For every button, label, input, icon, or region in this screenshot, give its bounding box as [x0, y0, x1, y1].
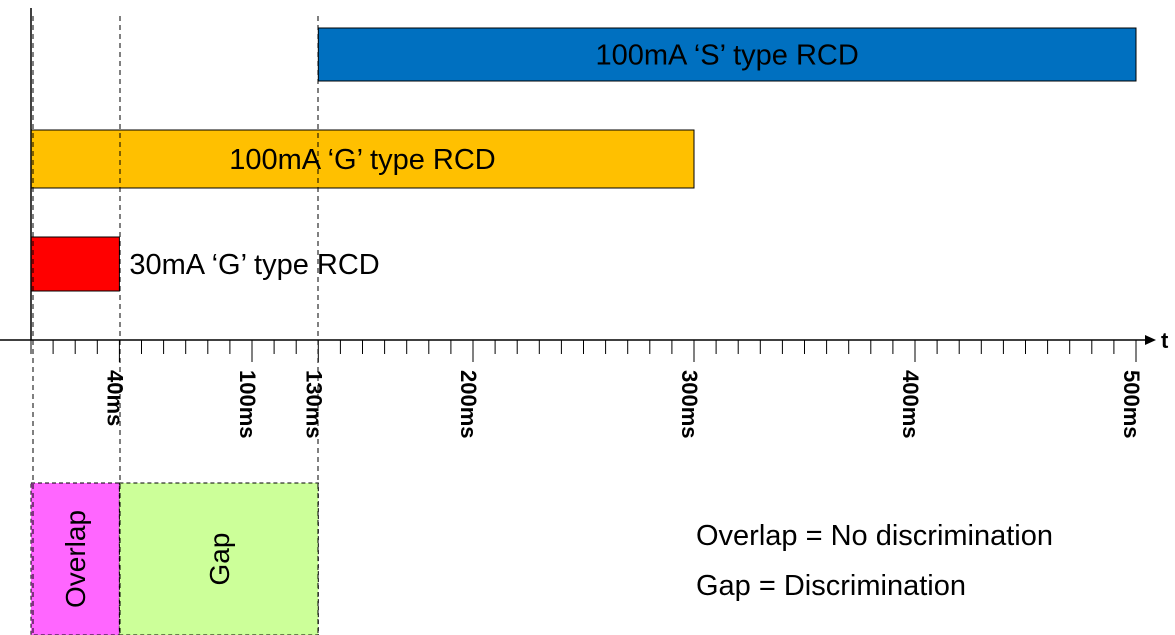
bar-100ma-s-type-rcd — [317, 27, 1137, 82]
bar-label-100ma-s-type-rcd: 100mA ‘S’ type RCD — [596, 40, 859, 72]
axis-arrowhead — [1145, 335, 1156, 345]
bars-layer: 100mA ‘S’ type RCD 100mA ‘G’ type RCD 30mA… — [30, 27, 1137, 292]
legend: Overlap = No discrimination Gap = Discri… — [696, 520, 1053, 602]
time-axis: t 40ms 100ms 130ms 200ms 300ms 400ms 500ms — [0, 328, 1169, 439]
region-label-gap: Gap — [204, 533, 235, 586]
tick-label-300: 300ms — [677, 370, 702, 439]
legend-overlap-text: Overlap = No discrimination — [696, 520, 1053, 552]
region-overlap — [30, 482, 120, 635]
tick-label-400: 400ms — [898, 370, 923, 439]
regions-layer: Overlap Gap — [30, 482, 319, 635]
legend-gap-text: Gap = Discrimination — [696, 570, 966, 602]
bar-100ma-g-type-rcd — [30, 129, 695, 189]
bar-label-30ma-g-type-rcd: 30mA ‘G’ type RCD — [129, 249, 379, 281]
tick-label-40: 40ms — [102, 370, 127, 426]
tick-label-500: 500ms — [1119, 370, 1144, 439]
axis-label: t — [1161, 328, 1169, 353]
bar-30ma-g-type-rcd — [30, 236, 120, 292]
tick-label-130: 130ms — [301, 370, 326, 439]
tick-label-100: 100ms — [235, 370, 260, 439]
tick-label-200: 200ms — [456, 370, 481, 439]
guides-layer — [30, 8, 319, 635]
region-label-overlap: Overlap — [60, 510, 91, 608]
bar-label-100ma-g-type-rcd: 100mA ‘G’ type RCD — [229, 144, 495, 176]
region-gap — [118, 482, 319, 635]
